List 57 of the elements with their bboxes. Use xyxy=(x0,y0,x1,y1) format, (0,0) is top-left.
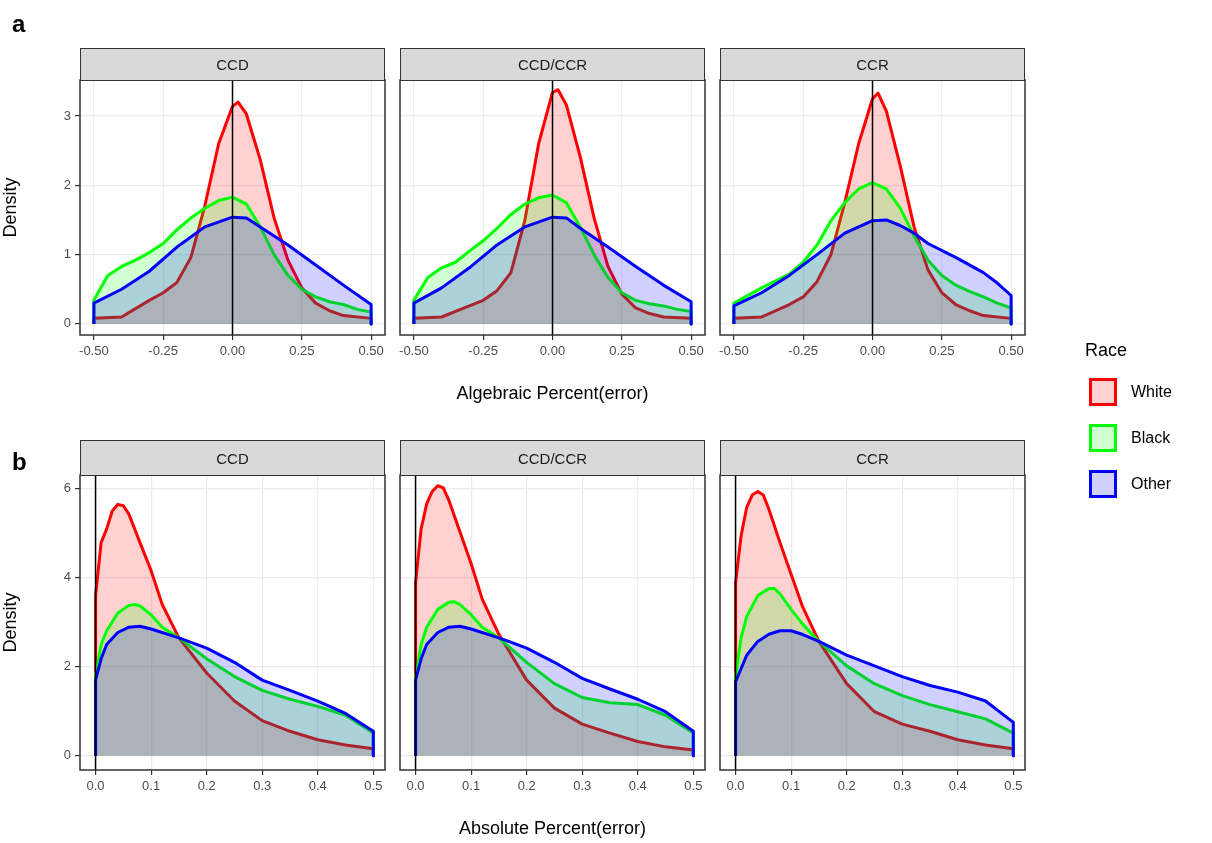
x-tick-label: -0.50 xyxy=(719,343,749,359)
x-tick-label: -0.25 xyxy=(788,343,818,359)
x-tick-label: 0.00 xyxy=(859,343,886,359)
y-tick-label: 2 xyxy=(63,176,71,192)
x-tick-label: 0.5 xyxy=(1004,778,1023,794)
x-tick-label: -0.25 xyxy=(148,343,178,359)
x-tick-label: 0.3 xyxy=(893,778,912,794)
y-tick-label: 0 xyxy=(63,315,71,331)
text: a xyxy=(12,10,26,38)
x-tick-label: 0.50 xyxy=(678,343,704,359)
x-tick-label: 0.5 xyxy=(364,778,383,794)
x-tick-label: 0.1 xyxy=(142,778,161,794)
x-tick-label: 0.4 xyxy=(308,778,327,794)
y-tick-label: 0 xyxy=(63,747,71,763)
x-tick-label: 0.50 xyxy=(998,343,1024,359)
x-tick-label: 0.4 xyxy=(628,778,647,794)
x-tick-label: 0.25 xyxy=(609,343,635,359)
x-tick-label: 0.2 xyxy=(837,778,856,794)
x-tick-label: 0.25 xyxy=(929,343,955,359)
x-axis-title: Algebraic Percent(error) xyxy=(456,383,649,404)
y-axis-title: Density xyxy=(0,177,20,238)
x-tick-label: 0.00 xyxy=(539,343,566,359)
x-axis-title: Absolute Percent(error) xyxy=(458,818,647,839)
x-tick-label: 0.5 xyxy=(684,778,703,794)
x-tick-label: 0.0 xyxy=(86,778,105,794)
legend-label: Other xyxy=(1131,475,1172,493)
chart-title: CCD xyxy=(80,440,385,476)
y-axis-title: Density xyxy=(0,592,20,653)
legend-label: Black xyxy=(1131,429,1171,447)
y-tick-label: 6 xyxy=(63,480,71,496)
x-tick-label: 0.00 xyxy=(219,343,246,359)
x-tick-label: 0.0 xyxy=(406,778,425,794)
chart-title: CCD/CCR xyxy=(400,48,705,81)
x-tick-label: -0.25 xyxy=(468,343,498,359)
y-tick-label: 4 xyxy=(63,569,71,585)
text: b xyxy=(12,448,27,476)
chart-title: CCD xyxy=(80,48,385,81)
x-tick-label: 0.3 xyxy=(253,778,272,794)
x-tick-label: 0.50 xyxy=(358,343,384,359)
legend-title: Race xyxy=(1085,340,1129,361)
x-tick-label: 0.25 xyxy=(289,343,315,359)
chart-title: CCR xyxy=(720,48,1025,81)
x-tick-label: 0.2 xyxy=(197,778,216,794)
x-tick-label: -0.50 xyxy=(79,343,109,359)
legend-label: White xyxy=(1131,383,1172,401)
x-tick-label: 0.1 xyxy=(782,778,801,794)
x-tick-label: 0.4 xyxy=(948,778,967,794)
x-tick-label: 0.3 xyxy=(573,778,592,794)
chart-title: CCD/CCR xyxy=(400,440,705,476)
y-tick-label: 2 xyxy=(63,658,71,674)
x-tick-label: 0.1 xyxy=(462,778,481,794)
y-tick-label: 3 xyxy=(63,107,71,123)
x-tick-label: -0.50 xyxy=(399,343,429,359)
y-tick-label: 1 xyxy=(63,246,71,262)
x-tick-label: 0.0 xyxy=(726,778,745,794)
x-tick-label: 0.2 xyxy=(517,778,536,794)
chart-title: CCR xyxy=(720,440,1025,476)
